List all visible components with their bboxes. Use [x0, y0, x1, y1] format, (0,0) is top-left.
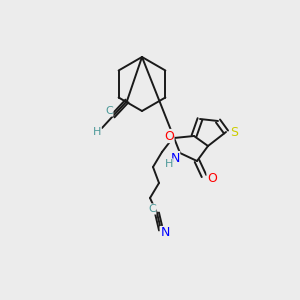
Text: S: S	[230, 125, 238, 139]
Text: N: N	[170, 152, 180, 164]
Text: C: C	[105, 106, 113, 116]
Text: N: N	[160, 226, 170, 239]
Text: O: O	[207, 172, 217, 184]
Text: C: C	[148, 204, 156, 214]
Text: H: H	[93, 127, 101, 137]
Text: H: H	[165, 159, 173, 169]
Text: O: O	[164, 130, 174, 142]
